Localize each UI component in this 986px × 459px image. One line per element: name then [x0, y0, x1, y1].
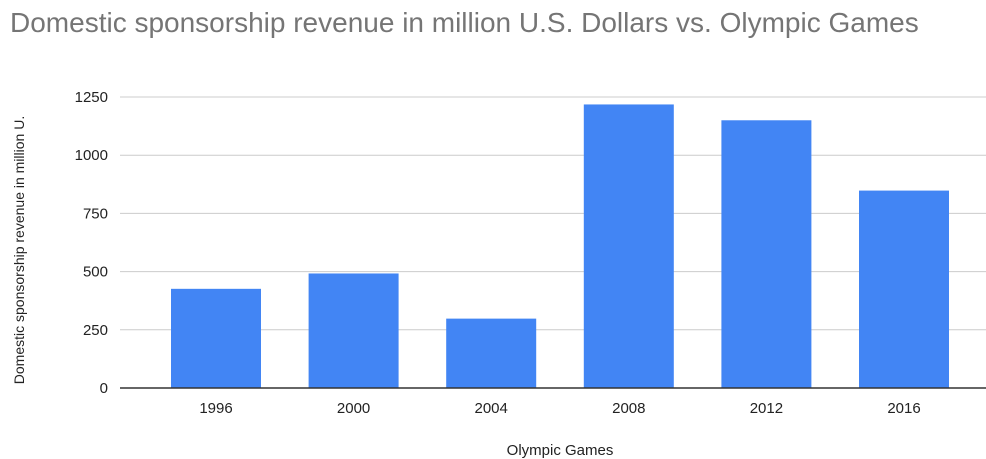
y-tick-label: 1250 [75, 89, 108, 106]
x-tick-labels: 1996 2000 2004 2008 2012 2016 [199, 400, 920, 417]
bar-2000 [308, 273, 399, 388]
gridlines [120, 96, 986, 331]
x-tick-label: 2000 [337, 400, 370, 417]
x-axis-title: Olympic Games [507, 442, 614, 459]
x-tick-label: 2012 [750, 400, 783, 417]
y-tick-label: 0 [100, 380, 108, 397]
bar-2008 [583, 104, 674, 389]
y-tick-label: 250 [83, 322, 108, 339]
bar-2012 [721, 120, 812, 388]
y-tick-label: 500 [83, 264, 108, 281]
x-tick-label: 2004 [475, 400, 508, 417]
x-tick-label: 1996 [199, 400, 232, 417]
y-axis-title: Domestic sponsorship revenue in million … [11, 116, 27, 384]
bars [171, 104, 949, 389]
x-tick-label: 2016 [887, 400, 920, 417]
x-tick-label: 2008 [612, 400, 645, 417]
y-tick-label: 1000 [75, 147, 108, 164]
bar-2004 [446, 318, 537, 388]
bar-2016 [859, 190, 949, 388]
y-tick-label: 750 [83, 205, 108, 222]
chart-title: Domestic sponsorship revenue in million … [10, 7, 919, 38]
bar-1996 [171, 288, 261, 388]
y-tick-labels: 0 250 500 750 1000 1250 [75, 89, 108, 397]
